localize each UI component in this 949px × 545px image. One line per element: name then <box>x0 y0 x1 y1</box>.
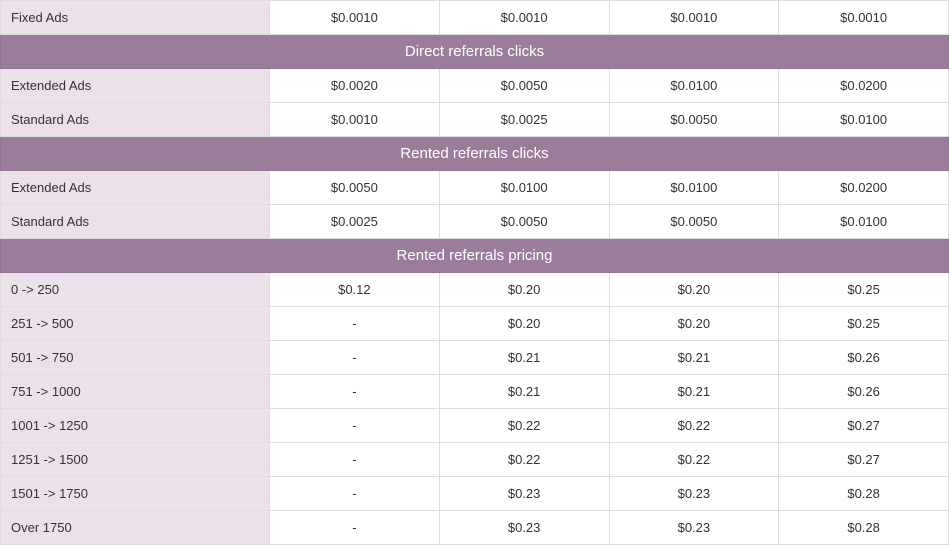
value-cell: $0.0010 <box>439 1 609 35</box>
value-cell: $0.0010 <box>779 1 949 35</box>
value-cell: $0.22 <box>439 409 609 443</box>
table-row: Over 1750-$0.23$0.23$0.28 <box>1 511 949 545</box>
row-label: 1251 -> 1500 <box>1 443 270 477</box>
value-cell: $0.0050 <box>439 69 609 103</box>
section-header: Rented referrals pricing <box>1 239 949 273</box>
value-cell: $0.25 <box>779 307 949 341</box>
value-cell: $0.0100 <box>779 103 949 137</box>
table-row: 1251 -> 1500-$0.22$0.22$0.27 <box>1 443 949 477</box>
section-header-row: Rented referrals pricing <box>1 239 949 273</box>
row-label: Standard Ads <box>1 205 270 239</box>
row-label: Fixed Ads <box>1 1 270 35</box>
value-cell: - <box>270 375 440 409</box>
row-label: Over 1750 <box>1 511 270 545</box>
table-row: Fixed Ads$0.0010$0.0010$0.0010$0.0010 <box>1 1 949 35</box>
table-row: Extended Ads$0.0020$0.0050$0.0100$0.0200 <box>1 69 949 103</box>
value-cell: - <box>270 477 440 511</box>
value-cell: $0.0050 <box>609 103 779 137</box>
value-cell: $0.23 <box>439 511 609 545</box>
value-cell: $0.0025 <box>270 205 440 239</box>
value-cell: $0.28 <box>779 477 949 511</box>
value-cell: $0.0100 <box>609 69 779 103</box>
value-cell: $0.0010 <box>270 1 440 35</box>
value-cell: $0.0200 <box>779 171 949 205</box>
value-cell: $0.22 <box>439 443 609 477</box>
value-cell: - <box>270 511 440 545</box>
value-cell: $0.0100 <box>609 171 779 205</box>
table-row: Extended Ads$0.0050$0.0100$0.0100$0.0200 <box>1 171 949 205</box>
value-cell: - <box>270 307 440 341</box>
table-row: 251 -> 500-$0.20$0.20$0.25 <box>1 307 949 341</box>
value-cell: $0.0050 <box>439 205 609 239</box>
value-cell: $0.0100 <box>779 205 949 239</box>
value-cell: $0.21 <box>439 375 609 409</box>
value-cell: $0.28 <box>779 511 949 545</box>
table-row: 0 -> 250$0.12$0.20$0.20$0.25 <box>1 273 949 307</box>
value-cell: $0.0020 <box>270 69 440 103</box>
row-label: Extended Ads <box>1 69 270 103</box>
value-cell: - <box>270 409 440 443</box>
value-cell: $0.26 <box>779 375 949 409</box>
value-cell: $0.20 <box>439 273 609 307</box>
table-row: 1501 -> 1750-$0.23$0.23$0.28 <box>1 477 949 511</box>
table-row: Standard Ads$0.0025$0.0050$0.0050$0.0100 <box>1 205 949 239</box>
value-cell: $0.23 <box>609 511 779 545</box>
row-label: 0 -> 250 <box>1 273 270 307</box>
value-cell: - <box>270 443 440 477</box>
value-cell: $0.27 <box>779 409 949 443</box>
value-cell: $0.23 <box>439 477 609 511</box>
value-cell: $0.0200 <box>779 69 949 103</box>
pricing-table: Fixed Ads$0.0010$0.0010$0.0010$0.0010Dir… <box>0 0 949 545</box>
section-header-row: Rented referrals clicks <box>1 137 949 171</box>
value-cell: $0.0010 <box>609 1 779 35</box>
value-cell: $0.21 <box>609 375 779 409</box>
value-cell: $0.26 <box>779 341 949 375</box>
table-row: 1001 -> 1250-$0.22$0.22$0.27 <box>1 409 949 443</box>
row-label: 1001 -> 1250 <box>1 409 270 443</box>
value-cell: $0.0050 <box>609 205 779 239</box>
row-label: Standard Ads <box>1 103 270 137</box>
table-row: 751 -> 1000-$0.21$0.21$0.26 <box>1 375 949 409</box>
section-header-row: Direct referrals clicks <box>1 35 949 69</box>
value-cell: $0.0025 <box>439 103 609 137</box>
value-cell: $0.27 <box>779 443 949 477</box>
row-label: Extended Ads <box>1 171 270 205</box>
value-cell: $0.22 <box>609 443 779 477</box>
table-row: Standard Ads$0.0010$0.0025$0.0050$0.0100 <box>1 103 949 137</box>
value-cell: $0.20 <box>609 307 779 341</box>
value-cell: $0.22 <box>609 409 779 443</box>
value-cell: $0.23 <box>609 477 779 511</box>
section-header: Rented referrals clicks <box>1 137 949 171</box>
value-cell: $0.20 <box>609 273 779 307</box>
value-cell: $0.20 <box>439 307 609 341</box>
table-row: 501 -> 750-$0.21$0.21$0.26 <box>1 341 949 375</box>
value-cell: $0.0010 <box>270 103 440 137</box>
row-label: 751 -> 1000 <box>1 375 270 409</box>
value-cell: - <box>270 341 440 375</box>
row-label: 1501 -> 1750 <box>1 477 270 511</box>
value-cell: $0.21 <box>439 341 609 375</box>
value-cell: $0.25 <box>779 273 949 307</box>
row-label: 501 -> 750 <box>1 341 270 375</box>
value-cell: $0.0050 <box>270 171 440 205</box>
value-cell: $0.21 <box>609 341 779 375</box>
section-header: Direct referrals clicks <box>1 35 949 69</box>
value-cell: $0.12 <box>270 273 440 307</box>
row-label: 251 -> 500 <box>1 307 270 341</box>
value-cell: $0.0100 <box>439 171 609 205</box>
